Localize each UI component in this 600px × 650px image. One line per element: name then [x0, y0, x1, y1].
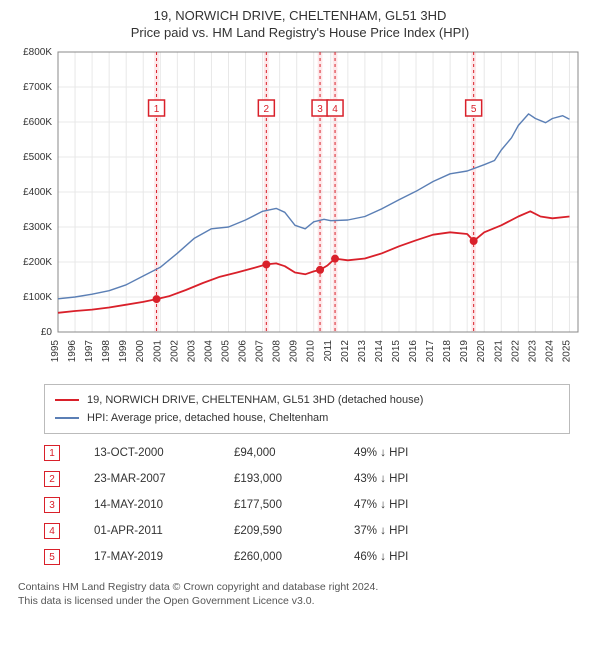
svg-text:2008: 2008: [272, 340, 283, 363]
title-main: 19, NORWICH DRIVE, CHELTENHAM, GL51 3HD: [10, 8, 590, 23]
sale-price: £260,000: [234, 551, 334, 563]
sale-badge: 4: [44, 523, 60, 539]
svg-text:2014: 2014: [374, 340, 385, 363]
svg-text:3: 3: [317, 104, 323, 115]
svg-text:5: 5: [471, 104, 477, 115]
svg-text:2021: 2021: [493, 340, 504, 363]
svg-text:2007: 2007: [255, 340, 266, 363]
footer-line1: Contains HM Land Registry data © Crown c…: [18, 580, 582, 594]
svg-text:1997: 1997: [84, 340, 95, 363]
svg-text:2015: 2015: [391, 340, 402, 363]
svg-text:2: 2: [264, 104, 270, 115]
svg-text:2012: 2012: [340, 340, 351, 363]
sale-diff: 43% ↓ HPI: [354, 473, 464, 485]
sale-row: 4 01-APR-2011 £209,590 37% ↓ HPI: [44, 518, 570, 544]
sale-date: 01-APR-2011: [94, 525, 214, 537]
svg-text:£700K: £700K: [23, 82, 52, 93]
chart-area: £0 £100K £200K £300K £400K £500K £600K £700K £80…: [10, 46, 590, 376]
chart-titles: 19, NORWICH DRIVE, CHELTENHAM, GL51 3HD …: [10, 8, 590, 40]
sale-date: 13-OCT-2000: [94, 447, 214, 459]
svg-text:2020: 2020: [476, 340, 487, 363]
svg-text:2024: 2024: [544, 340, 555, 363]
sale-row: 3 14-MAY-2010 £177,500 47% ↓ HPI: [44, 492, 570, 518]
legend-swatch: [55, 399, 79, 401]
svg-text:£400K: £400K: [23, 187, 52, 198]
svg-text:2005: 2005: [220, 340, 231, 363]
sale-row: 1 13-OCT-2000 £94,000 49% ↓ HPI: [44, 440, 570, 466]
svg-text:4: 4: [332, 104, 338, 115]
svg-text:2023: 2023: [527, 340, 538, 363]
sale-price: £94,000: [234, 447, 334, 459]
legend-row: HPI: Average price, detached house, Chel…: [55, 409, 559, 427]
sale-row: 2 23-MAR-2007 £193,000 43% ↓ HPI: [44, 466, 570, 492]
sale-diff: 49% ↓ HPI: [354, 447, 464, 459]
svg-text:2013: 2013: [357, 340, 368, 363]
sale-date: 14-MAY-2010: [94, 499, 214, 511]
svg-text:2018: 2018: [442, 340, 453, 363]
svg-text:£100K: £100K: [23, 292, 52, 303]
svg-text:2000: 2000: [135, 340, 146, 363]
svg-text:£300K: £300K: [23, 222, 52, 233]
svg-text:£200K: £200K: [23, 257, 52, 268]
sale-price: £193,000: [234, 473, 334, 485]
footer-attrib: Contains HM Land Registry data © Crown c…: [10, 576, 590, 608]
sale-diff: 37% ↓ HPI: [354, 525, 464, 537]
sales-table: 1 13-OCT-2000 £94,000 49% ↓ HPI 2 23-MAR-2007…: [44, 440, 570, 570]
legend: 19, NORWICH DRIVE, CHELTENHAM, GL51 3HD …: [44, 384, 570, 434]
svg-text:2025: 2025: [561, 340, 572, 363]
svg-text:1996: 1996: [67, 340, 78, 363]
svg-text:2022: 2022: [510, 340, 521, 363]
svg-text:1998: 1998: [101, 340, 112, 363]
svg-text:2002: 2002: [169, 340, 180, 363]
legend-label: HPI: Average price, detached house, Chel…: [87, 412, 328, 424]
svg-text:2017: 2017: [425, 340, 436, 363]
svg-text:2019: 2019: [459, 340, 470, 363]
svg-text:£0: £0: [41, 327, 53, 338]
sale-diff: 47% ↓ HPI: [354, 499, 464, 511]
legend-swatch: [55, 417, 79, 419]
svg-text:2011: 2011: [323, 340, 334, 362]
svg-text:2009: 2009: [289, 340, 300, 363]
svg-text:£500K: £500K: [23, 152, 52, 163]
sale-badge: 1: [44, 445, 60, 461]
title-sub: Price paid vs. HM Land Registry's House …: [10, 25, 590, 40]
svg-text:2016: 2016: [408, 340, 419, 363]
sale-date: 23-MAR-2007: [94, 473, 214, 485]
legend-row: 19, NORWICH DRIVE, CHELTENHAM, GL51 3HD …: [55, 391, 559, 409]
svg-text:2004: 2004: [203, 340, 214, 363]
sale-badge: 5: [44, 549, 60, 565]
sale-badge: 2: [44, 471, 60, 487]
svg-text:1: 1: [154, 104, 160, 115]
legend-label: 19, NORWICH DRIVE, CHELTENHAM, GL51 3HD …: [87, 394, 423, 406]
svg-text:2010: 2010: [306, 340, 317, 363]
sale-badge: 3: [44, 497, 60, 513]
svg-text:2006: 2006: [238, 340, 249, 363]
svg-text:1999: 1999: [118, 340, 129, 363]
svg-text:£600K: £600K: [23, 117, 52, 128]
svg-text:1995: 1995: [50, 340, 61, 363]
sale-price: £209,590: [234, 525, 334, 537]
footer-line2: This data is licensed under the Open Gov…: [18, 594, 582, 608]
sale-diff: 46% ↓ HPI: [354, 551, 464, 563]
svg-text:2001: 2001: [152, 340, 163, 363]
sale-row: 5 17-MAY-2019 £260,000 46% ↓ HPI: [44, 544, 570, 570]
price-chart-svg: £0 £100K £200K £300K £400K £500K £600K £700K £80…: [10, 46, 590, 376]
svg-text:£800K: £800K: [23, 47, 52, 58]
svg-text:2003: 2003: [186, 340, 197, 363]
sale-price: £177,500: [234, 499, 334, 511]
sale-date: 17-MAY-2019: [94, 551, 214, 563]
